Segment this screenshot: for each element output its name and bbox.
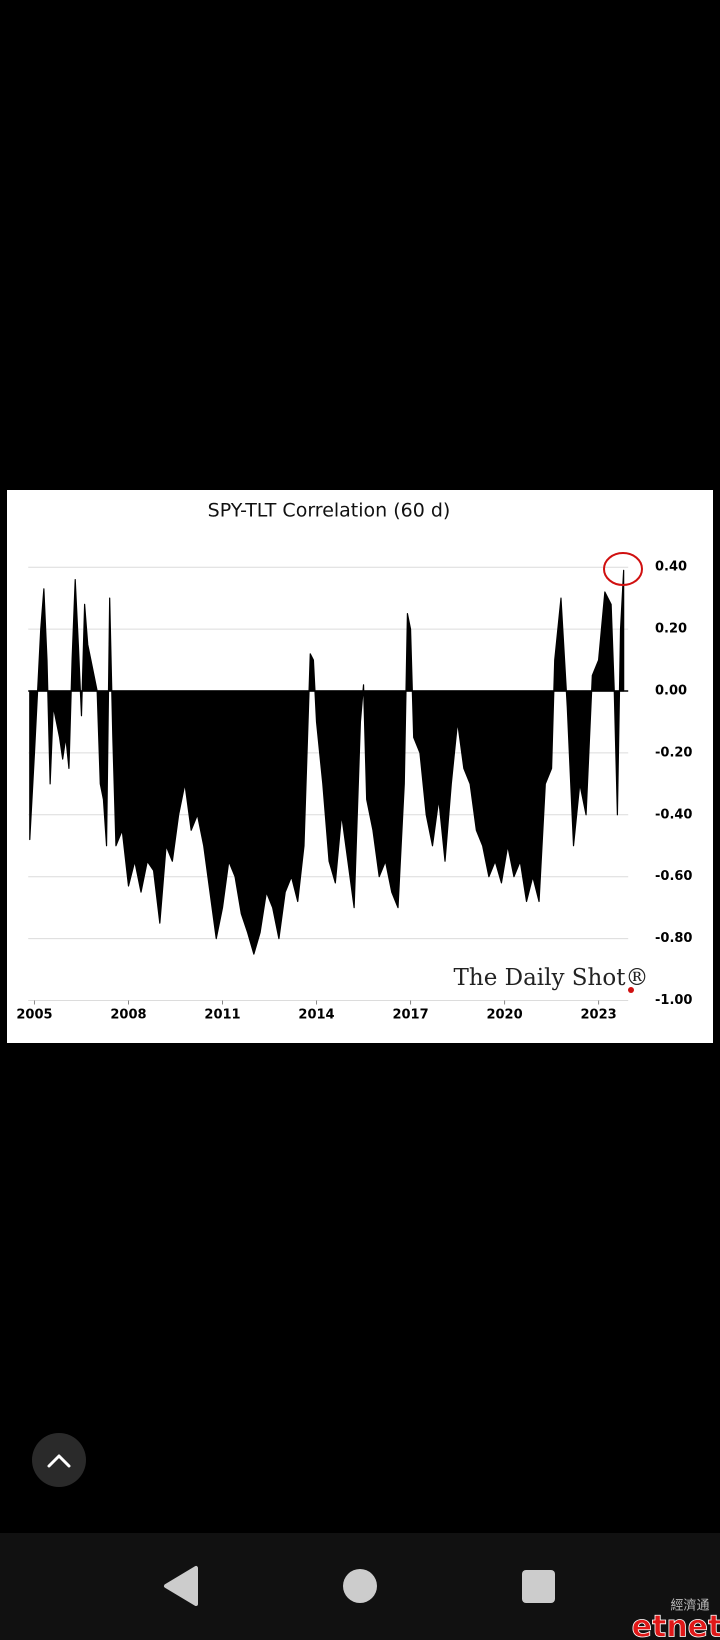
y-tick-label: 0.00 [655,684,687,699]
x-tick-label: 2005 [16,1008,52,1023]
chart-title: SPY-TLT Correlation (60 d) [208,500,451,522]
plot: 0.40 0.20 0.00 -0.20 -0.40 -0.60 -0.80 -1.00 200… [16,560,692,1023]
y-tick-label: -0.80 [655,931,692,946]
scroll-top-icon [47,1454,71,1468]
y-tick-label: -0.40 [655,807,692,822]
x-tick-label: 2008 [110,1008,146,1023]
y-tick-label: -0.60 [655,869,692,884]
scroll-top-button[interactable] [32,1433,86,1487]
nav-home[interactable] [343,1569,377,1603]
logo-brand: etnet [632,1610,720,1640]
x-tick-label: 2014 [298,1008,334,1023]
x-tick-label: 2020 [486,1008,522,1023]
logo-chinese: 經濟通 [670,1598,709,1614]
y-tick-label: -1.00 [655,993,692,1008]
watermark-dot [628,987,634,993]
y-tick-label: 0.40 [655,560,687,575]
area [29,569,625,955]
nav-recents[interactable] [522,1570,555,1603]
watermark: The Daily Shot® [454,965,649,991]
y-tick-label: -0.20 [655,745,692,760]
x-tick-label: 2011 [204,1008,240,1023]
nav-back[interactable] [164,1566,198,1606]
y-tick-label: 0.20 [655,622,687,637]
x-tick-label: 2023 [580,1008,616,1023]
x-tick-label: 2017 [392,1008,428,1023]
highlight-circle [603,552,643,586]
chart-card [7,490,713,1043]
